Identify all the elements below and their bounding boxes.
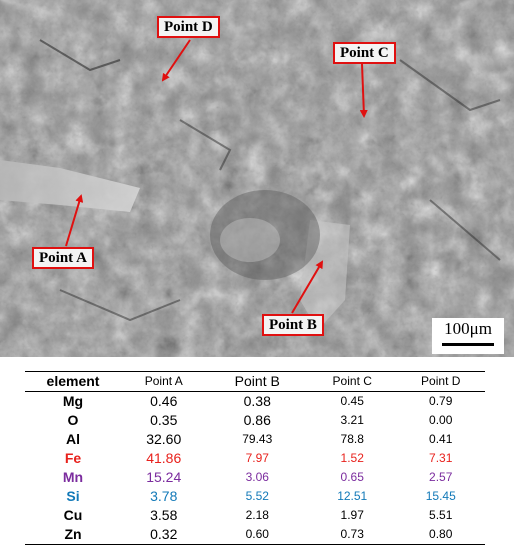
value-cell: 0.73 [340, 527, 364, 541]
element-cell: Cu [63, 507, 83, 523]
scale-bar: 100μm [432, 318, 504, 354]
value-cell: 0.00 [429, 413, 453, 427]
callout-point-a: Point A [32, 247, 94, 269]
table-row-al: Al 32.60 79.43 78.8 0.41 [25, 430, 485, 449]
table-row-mn: Mn 15.24 3.06 0.65 2.57 [25, 468, 485, 487]
value-cell: 0.86 [243, 412, 271, 428]
value-cell: 0.38 [243, 393, 271, 409]
element-cell: O [67, 412, 79, 428]
value-cell: 79.43 [242, 432, 273, 446]
value-cell: 0.60 [245, 527, 269, 541]
table-row-fe: Fe 41.86 7.97 1.52 7.31 [25, 449, 485, 468]
value-cell: 2.18 [245, 508, 269, 522]
callout-point-d: Point D [157, 16, 220, 38]
fracture-surface-texture [0, 0, 514, 357]
value-cell: 0.79 [429, 394, 453, 408]
value-cell: 32.60 [146, 431, 182, 447]
value-cell: 5.51 [429, 508, 453, 522]
value-cell: 3.06 [245, 470, 269, 484]
element-cell: Si [66, 488, 80, 504]
header-element: element [46, 373, 100, 389]
value-cell: 3.21 [340, 413, 364, 427]
value-cell: 0.35 [150, 412, 178, 428]
eds-composition-table: element Point A Point B Point C Point D … [25, 371, 485, 545]
value-cell: 0.80 [429, 527, 453, 541]
value-cell: 3.58 [150, 507, 178, 523]
element-cell: Mn [62, 469, 84, 485]
header-point-b: Point B [234, 373, 280, 389]
callout-point-b: Point B [262, 314, 324, 336]
value-cell: 41.86 [146, 450, 182, 466]
element-cell: Al [66, 431, 80, 447]
table-row-zn: Zn 0.32 0.60 0.73 0.80 [25, 525, 485, 545]
value-cell: 0.46 [150, 393, 178, 409]
value-cell: 7.31 [429, 451, 453, 465]
element-cell: Mg [62, 393, 84, 409]
value-cell: 0.32 [150, 526, 178, 542]
table-row-si: Si 3.78 5.52 12.51 15.45 [25, 487, 485, 506]
sem-micrograph: Point D Point C Point A Point B 100μm [0, 0, 514, 357]
header-point-a: Point A [144, 374, 183, 388]
value-cell: 1.97 [340, 508, 364, 522]
value-cell: 3.78 [150, 488, 178, 504]
value-cell: 15.45 [425, 489, 456, 503]
value-cell: 0.45 [340, 394, 364, 408]
scale-bar-line [442, 343, 494, 346]
element-cell: Zn [64, 526, 82, 542]
callout-point-c: Point C [333, 42, 396, 64]
value-cell: 1.52 [340, 451, 364, 465]
value-cell: 0.65 [340, 470, 364, 484]
value-cell: 78.8 [340, 432, 364, 446]
table-row-cu: Cu 3.58 2.18 1.97 5.51 [25, 506, 485, 525]
value-cell: 12.51 [337, 489, 368, 503]
scale-bar-label: 100μm [444, 319, 492, 338]
value-cell: 2.57 [429, 470, 453, 484]
value-cell: 5.52 [245, 489, 269, 503]
value-cell: 0.41 [429, 432, 453, 446]
table-row-mg: Mg 0.46 0.38 0.45 0.79 [25, 392, 485, 412]
table-row-o: O 0.35 0.86 3.21 0.00 [25, 411, 485, 430]
header-point-d: Point D [421, 374, 461, 388]
element-cell: Fe [64, 450, 82, 466]
header-point-c: Point C [332, 374, 372, 388]
value-cell: 7.97 [245, 451, 269, 465]
table-header-row: element Point A Point B Point C Point D [25, 371, 485, 392]
value-cell: 15.24 [146, 469, 182, 485]
